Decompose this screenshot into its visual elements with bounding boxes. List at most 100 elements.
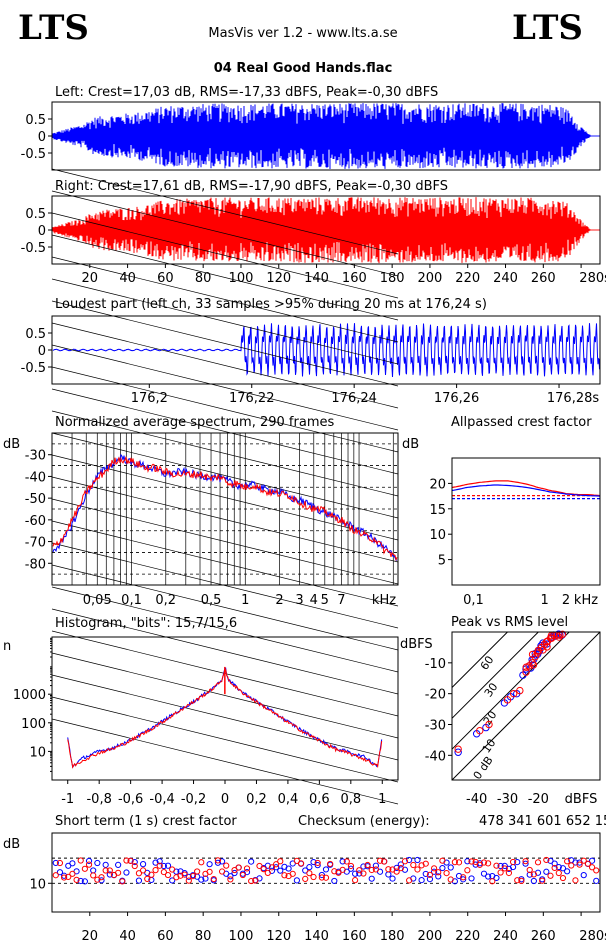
crest-point — [518, 877, 525, 884]
crest-point — [318, 874, 325, 881]
left-ytick-label: 0.5 — [25, 113, 46, 128]
peak_rms-ytick-label: -10 — [425, 657, 446, 672]
right-xtick-label: 220 — [455, 271, 480, 286]
crest-point — [169, 866, 176, 873]
crest-point — [426, 871, 434, 878]
spectrum-xtick-label: 5 — [321, 593, 329, 608]
spectrum-ytick-label: -40 — [25, 470, 46, 485]
spectrum-xtick-label: 7 — [337, 593, 345, 608]
peakrms-xlabel: dBFS — [565, 792, 598, 807]
crest-point — [169, 877, 176, 884]
crest-point — [514, 877, 521, 884]
peakrms-crest-lines — [451, 631, 601, 781]
crest-point — [501, 865, 508, 872]
spectrum-slope-line — [51, 476, 399, 563]
spectrum-ytick-label: -70 — [25, 536, 46, 551]
crest-point — [372, 866, 379, 873]
loudest-ytick-label: 0.5 — [25, 327, 46, 342]
crest-point — [239, 871, 246, 879]
crest-point — [156, 858, 163, 865]
crest-point — [260, 866, 267, 873]
crest-point — [331, 868, 338, 875]
crest-point — [302, 867, 309, 874]
crest-point — [73, 876, 80, 883]
spectrum-slope-line — [51, 190, 399, 277]
peakrms-point — [522, 663, 530, 671]
crest_short-xtick-label: 100 — [229, 929, 254, 944]
crest-point — [497, 869, 504, 876]
crest-point — [52, 872, 59, 879]
crest-point — [264, 862, 271, 869]
crest-point — [214, 859, 222, 866]
crest-point — [464, 867, 471, 874]
crest-point — [297, 860, 305, 867]
crest-point — [102, 861, 109, 868]
crest-point — [314, 859, 321, 867]
crest-point — [372, 862, 379, 869]
crest-point — [389, 875, 396, 882]
crest-point — [148, 871, 155, 878]
crest_short-xtick-label: 140 — [304, 929, 329, 944]
crest-point — [85, 857, 93, 865]
crest-point — [493, 862, 500, 869]
crest-point — [131, 862, 138, 870]
crest_short-xtick-label: 160 — [342, 929, 367, 944]
spectrum-slope-line — [51, 718, 399, 805]
crest-point — [418, 877, 425, 884]
spectrum-xtick-label: 0,1 — [121, 593, 142, 608]
crest-point — [381, 858, 388, 865]
crest-point — [460, 874, 467, 881]
spectrum-xtick-label: 0,05 — [83, 593, 112, 608]
loudest-xtick-label: 176,26 — [434, 391, 480, 406]
crest-point — [493, 874, 500, 882]
crest-point — [310, 858, 317, 866]
histogram-xtick-label: -0,6 — [118, 792, 143, 807]
crest-point — [555, 869, 562, 877]
peakrms-point — [454, 748, 462, 756]
crest-point — [439, 864, 446, 872]
spectrum-slope-line — [51, 498, 399, 585]
crest-point — [277, 858, 284, 865]
spectrum-ytick-label: -50 — [25, 492, 46, 507]
crest_short-xtick-label: 280s — [579, 929, 606, 944]
crest-point — [364, 861, 371, 869]
crest-point — [360, 870, 367, 877]
crest-title: Short term (1 s) crest factor — [55, 814, 237, 829]
right-xtick-label: 100 — [229, 271, 254, 286]
crest-point — [306, 864, 313, 871]
spectrum-slope-line — [51, 300, 399, 387]
crest-point — [293, 877, 300, 884]
crest-point — [314, 862, 321, 869]
histogram-ylabel: n — [3, 639, 11, 654]
crest-point — [85, 861, 93, 868]
allpass-ytick-label: 5 — [438, 554, 446, 569]
histogram-frame — [51, 636, 399, 781]
spectrum-ytick-label: -80 — [25, 557, 46, 572]
peakrms-point — [554, 630, 563, 638]
crest-point — [69, 870, 76, 877]
spectrum-slope-line — [51, 564, 399, 651]
crest-point — [322, 866, 330, 873]
crest-point — [306, 870, 313, 877]
crest-point — [455, 859, 463, 866]
crest-point — [77, 857, 84, 864]
allpass-ytick-label: 20 — [429, 477, 446, 492]
crest-point — [430, 865, 438, 872]
right-xtick-label: 120 — [266, 271, 291, 286]
peakrms-point — [542, 638, 551, 646]
histogram-ytick-label: 10 — [29, 745, 46, 760]
loudest-ytick-label: -0.5 — [21, 361, 46, 376]
crest-point — [248, 877, 255, 885]
crest-point — [559, 865, 567, 872]
right-xtick-label: 200 — [418, 271, 443, 286]
crest-point — [335, 869, 342, 876]
right-xtick-label: 20 — [82, 271, 99, 286]
spectrum-slope-line — [51, 388, 399, 475]
peakrms-crest-label: 60 — [478, 654, 497, 673]
peakrms-frame — [451, 631, 601, 781]
right-xtick-label: 140 — [304, 271, 329, 286]
crest-point — [580, 857, 587, 864]
allpass-xtick-label: 0,1 — [463, 593, 484, 608]
crest-point — [447, 864, 454, 871]
crest-point — [485, 873, 492, 880]
